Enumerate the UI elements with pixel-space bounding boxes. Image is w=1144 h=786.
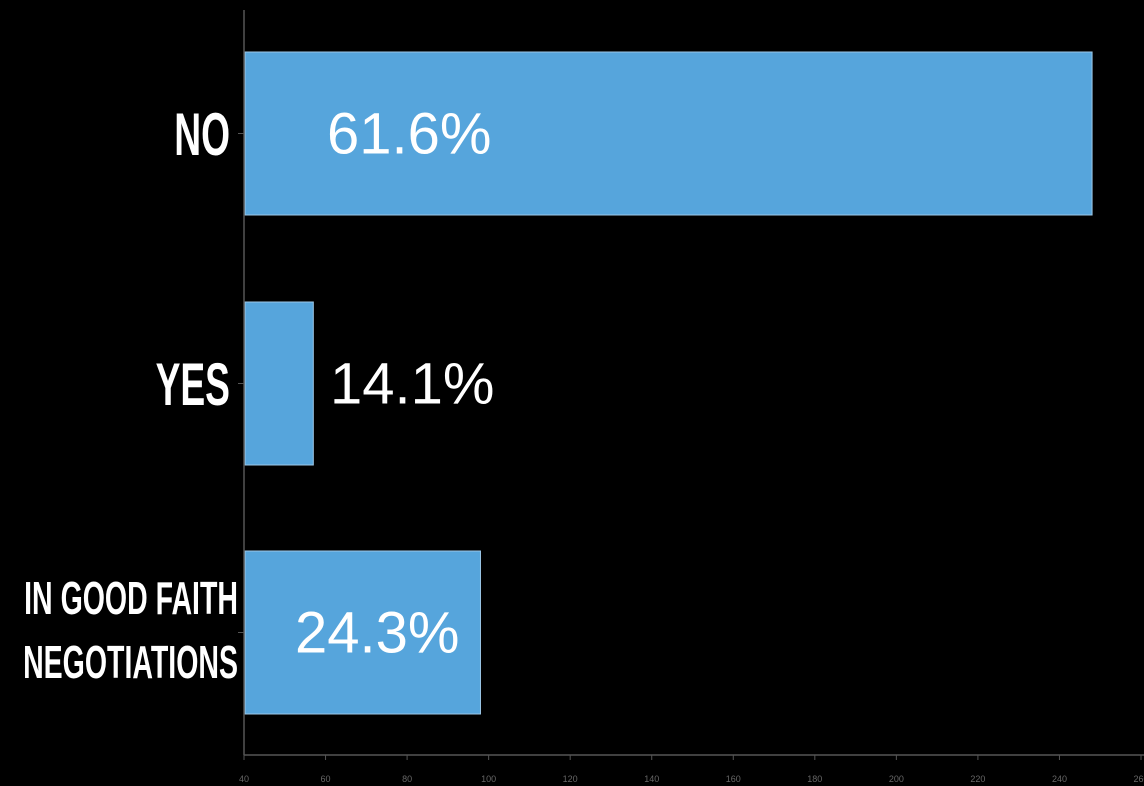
x-tick-label-240: 240 [1052, 774, 1067, 784]
data-label-no: 61.6% [327, 102, 491, 167]
x-tick-label-80: 80 [402, 774, 412, 784]
bar-in-good-faith-negotiations [244, 550, 481, 715]
x-tick-label-200: 200 [889, 774, 904, 784]
bars-layer [244, 51, 1093, 715]
category-label-in-good-faith-negotiations-line-2: NEGOTIATIONS [23, 637, 238, 689]
x-tick-label-260: 260 [1133, 774, 1144, 784]
x-tick-label-180: 180 [807, 774, 822, 784]
category-label-yes: YES [156, 351, 230, 418]
data-label-in-good-faith-negotiations: 24.3% [295, 601, 459, 666]
x-tick-label-160: 160 [726, 774, 741, 784]
bar-yes [244, 301, 314, 466]
data-label-yes: 14.1% [330, 352, 494, 417]
bar-no [244, 51, 1093, 216]
x-tick-label-40: 40 [239, 774, 249, 784]
x-tick-label-140: 140 [644, 774, 659, 784]
labels-layer: 61.6% NO 14.1% YES 24.3% IN GOOD FAITH NEGOTIA… [23, 101, 494, 689]
category-label-no: NO [174, 101, 230, 168]
category-label-in-good-faith-negotiations-line-1: IN GOOD FAITH [24, 573, 238, 625]
x-tick-label-60: 60 [321, 774, 331, 784]
axes-layer: 40 60 80 100 120 140 160 180 200 220 240 260 [238, 10, 1144, 784]
x-tick-label-220: 220 [970, 774, 985, 784]
x-tick-label-100: 100 [481, 774, 496, 784]
x-tick-label-120: 120 [563, 774, 578, 784]
